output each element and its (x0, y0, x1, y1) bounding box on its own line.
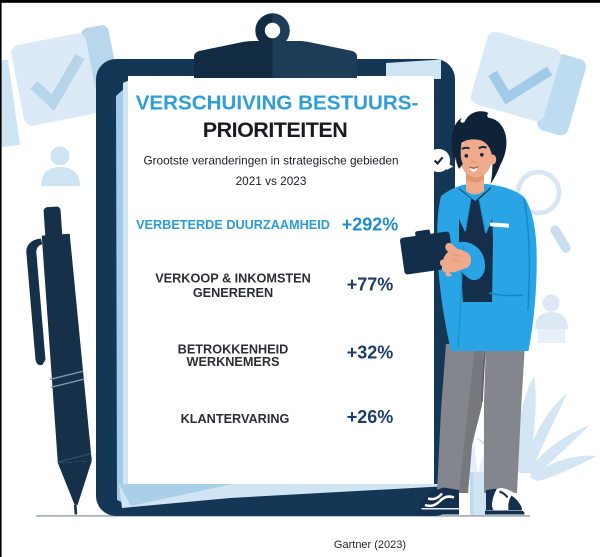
svg-text:BETROKKENHEID: BETROKKENHEID (178, 343, 289, 357)
svg-text:+77%: +77% (347, 275, 394, 295)
svg-text:PRIORITEITEN: PRIORITEITEN (203, 118, 348, 142)
svg-text:WERKNEMERS: WERKNEMERS (186, 355, 279, 369)
svg-text:KLANTERVARING: KLANTERVARING (181, 412, 290, 426)
svg-text:VERBETERDE DUURZAAMHEID: VERBETERDE DUURZAAMHEID (136, 218, 330, 232)
svg-text:+26%: +26% (347, 407, 394, 427)
svg-text:2021 vs 2023: 2021 vs 2023 (236, 174, 307, 188)
svg-text:GENEREREN: GENEREREN (193, 286, 273, 300)
svg-text:+292%: +292% (342, 215, 399, 235)
svg-text:Gartner (2023): Gartner (2023) (334, 539, 406, 551)
svg-text:VERSCHUIVING BESTUURS-: VERSCHUIVING BESTUURS- (136, 92, 419, 115)
svg-text:+32%: +32% (347, 343, 394, 363)
svg-text:Grootste veranderingen in stra: Grootste veranderingen in strategische g… (143, 154, 398, 168)
svg-text:VERKOOP & INKOMSTEN: VERKOOP & INKOMSTEN (155, 272, 311, 286)
